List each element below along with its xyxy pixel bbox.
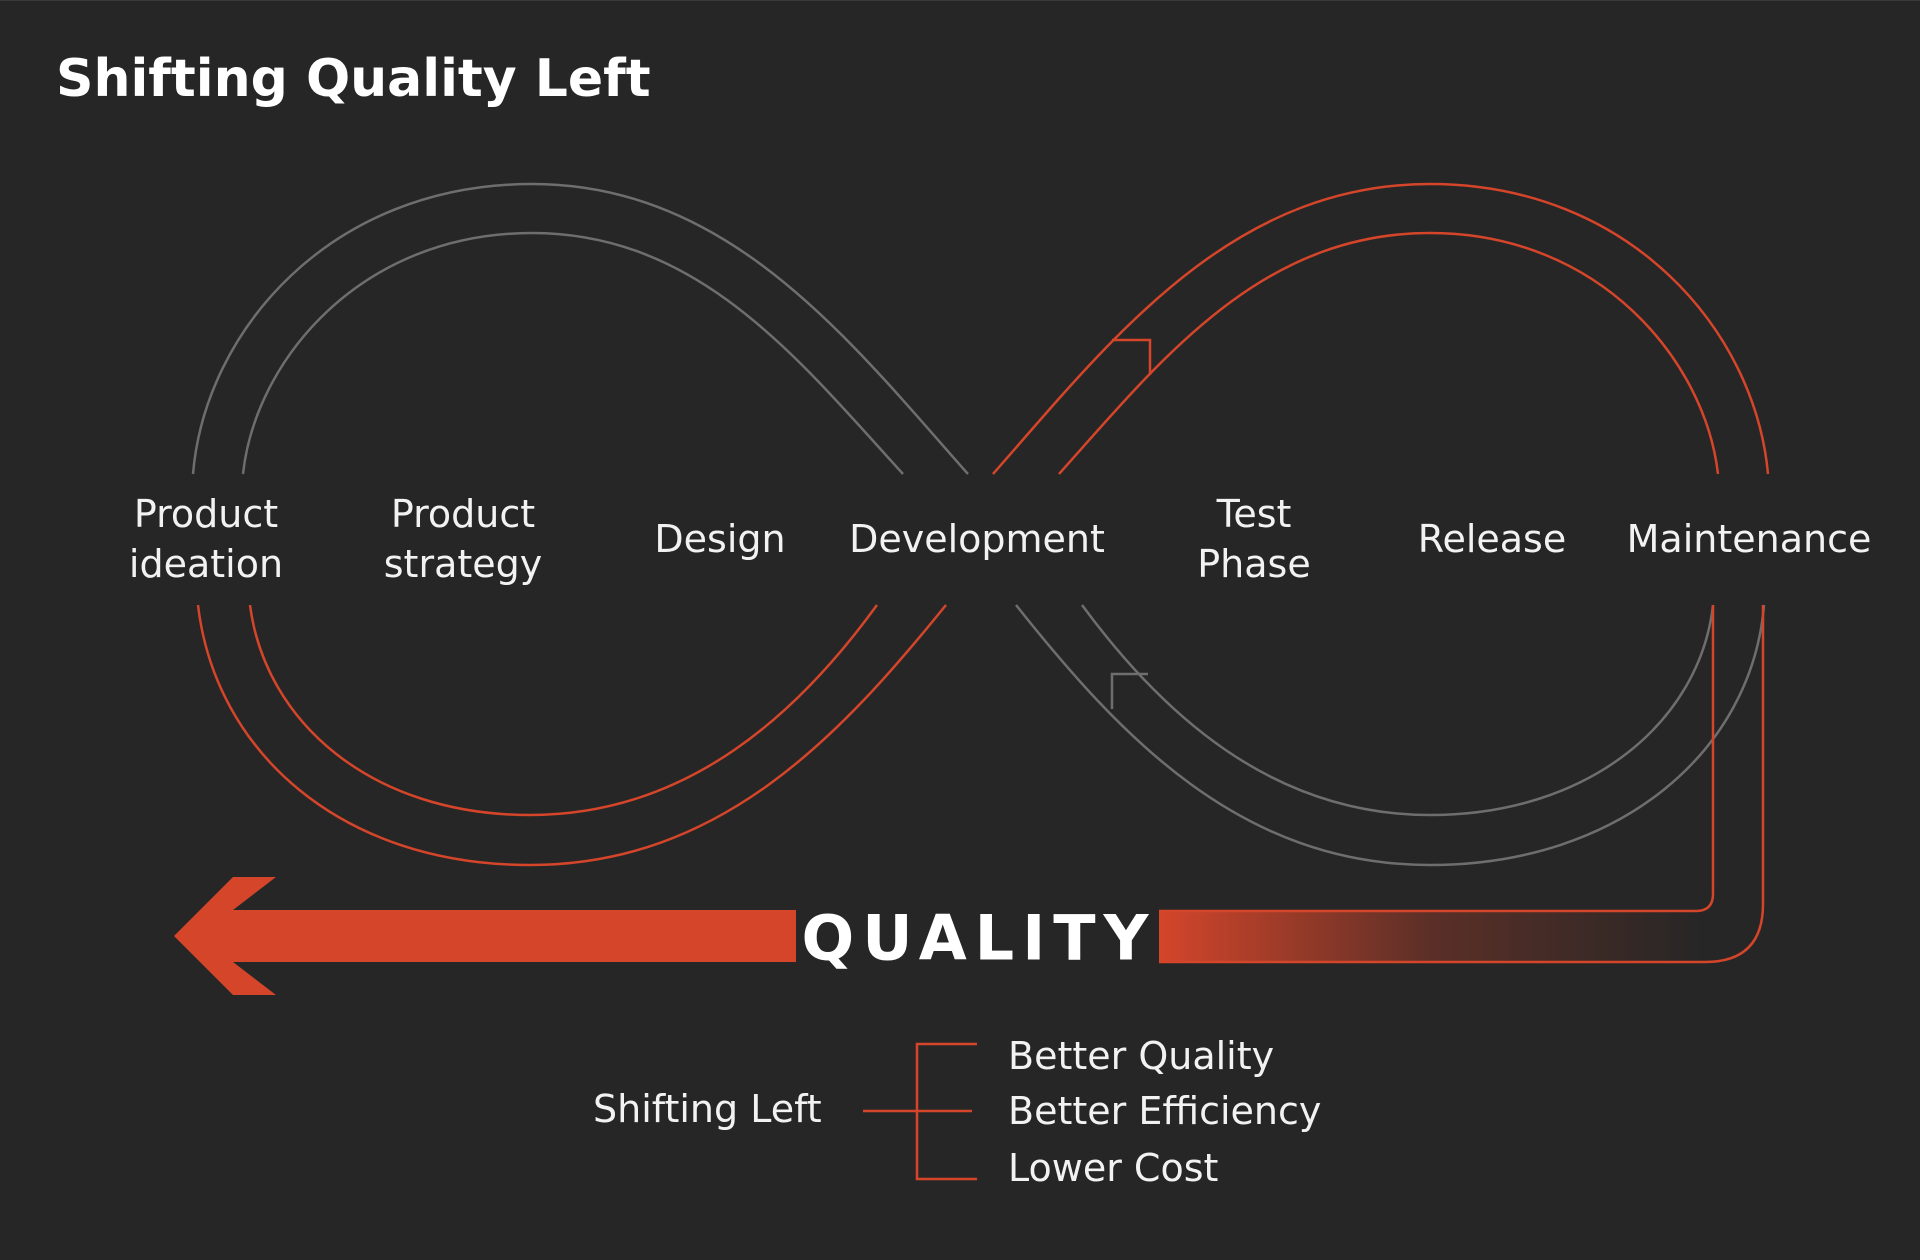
left-upper-inner-track [241, 231, 904, 475]
right-upper-outer-track [992, 182, 1770, 475]
legend-source-label: Shifting Left [593, 1087, 822, 1131]
quality-label: QUALITY [801, 901, 1157, 975]
stage-label-product-strategy: Product strategy [383, 492, 543, 586]
page-title: Shifting Quality Left [56, 49, 651, 109]
legend-benefit-lower-cost: Lower Cost [1008, 1146, 1219, 1190]
stage-label-design: Design [654, 517, 786, 561]
right-upper-inner-track [1058, 231, 1720, 475]
stage-label-test-phase: Test Phase [1197, 492, 1311, 586]
legend-bracket [915, 1042, 977, 1181]
legend-benefit-better-quality: Better Quality [1008, 1034, 1275, 1078]
left-arrow-head [174, 877, 276, 995]
stage-label-product-ideation: Product ideation [128, 492, 284, 586]
quality-bar-right [1159, 911, 1705, 962]
stage-label-development: Development [849, 517, 1105, 561]
left-upper-outer-track [191, 182, 969, 475]
stage-label-maintenance: Maintenance [1626, 517, 1872, 561]
right-lower-outer-track [1015, 604, 1766, 867]
quality-bar-left [232, 910, 796, 962]
left-lower-inner-track [248, 604, 879, 817]
left-lower-outer-track [196, 604, 947, 867]
upper-connector-notch [1112, 338, 1152, 375]
right-lower-inner-track [1080, 604, 1715, 817]
legend-benefit-better-efficiency: Better Efficiency [1008, 1089, 1322, 1133]
maintenance-feedback-outer-line [1159, 605, 1765, 964]
lower-connector-notch [1110, 672, 1148, 709]
stage-label-release: Release [1417, 517, 1567, 561]
